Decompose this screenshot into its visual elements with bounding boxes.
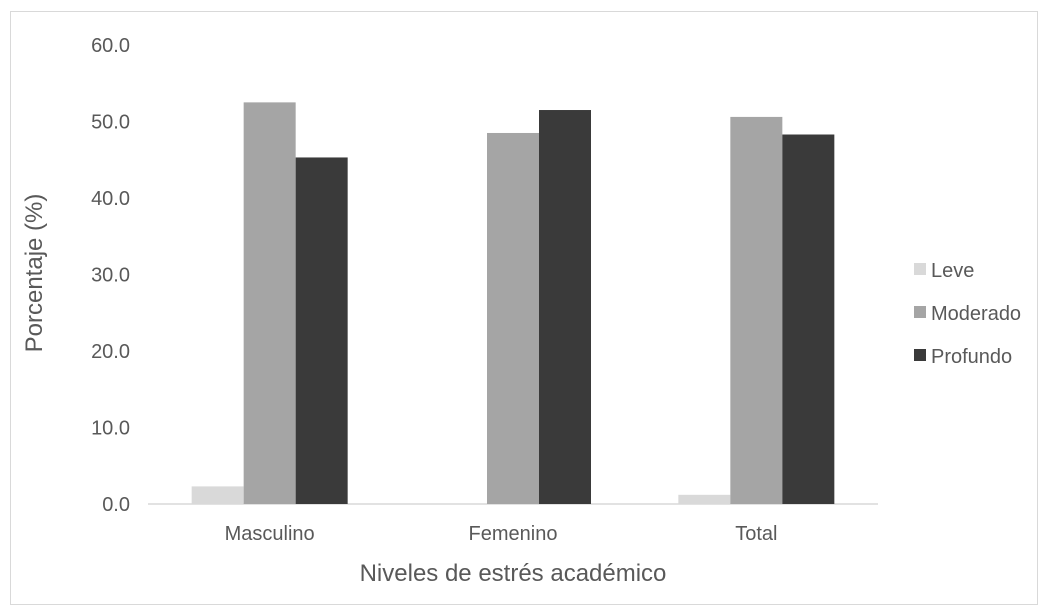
y-tick-label: 20.0 (91, 341, 130, 363)
legend-label-moderado: Moderado (931, 303, 1021, 325)
y-tick-label: 0.0 (102, 494, 130, 516)
bar-leve-masculino (191, 486, 244, 504)
x-axis-title: Niveles de estrés académico (360, 560, 667, 587)
bar-moderado-masculino (243, 102, 296, 504)
y-tick-label: 10.0 (91, 418, 130, 440)
x-tick-label: Masculino (225, 523, 315, 545)
y-axis-title: Porcentaje (%) (21, 194, 48, 353)
y-tick-label: 60.0 (91, 35, 130, 57)
y-tick-label: 50.0 (91, 112, 130, 134)
bars (191, 102, 835, 505)
bar-profundo-masculino (295, 157, 348, 504)
x-tick-label: Total (735, 523, 777, 545)
legend-swatch-leve (914, 263, 926, 275)
legend-label-leve: Leve (931, 260, 974, 282)
bar-profundo-femenino (539, 110, 591, 505)
legend-label-profundo: Profundo (931, 346, 1012, 368)
legend-swatch-profundo (914, 349, 926, 361)
x-tick-label: Femenino (469, 523, 558, 545)
bar-leve-total (678, 494, 731, 504)
bar-moderado-total (730, 116, 783, 504)
x-axis-ticks: Masculino Femenino Total (225, 523, 778, 545)
legend: Leve Moderado Profundo (914, 260, 1021, 368)
bar-moderado-femenino (487, 132, 539, 504)
bar-profundo-total (782, 134, 835, 504)
legend-swatch-moderado (914, 306, 926, 318)
y-tick-label: 30.0 (91, 265, 130, 287)
y-axis-ticks: 0.0 10.0 20.0 30.0 40.0 50.0 60.0 (91, 35, 130, 516)
y-tick-label: 40.0 (91, 188, 130, 210)
